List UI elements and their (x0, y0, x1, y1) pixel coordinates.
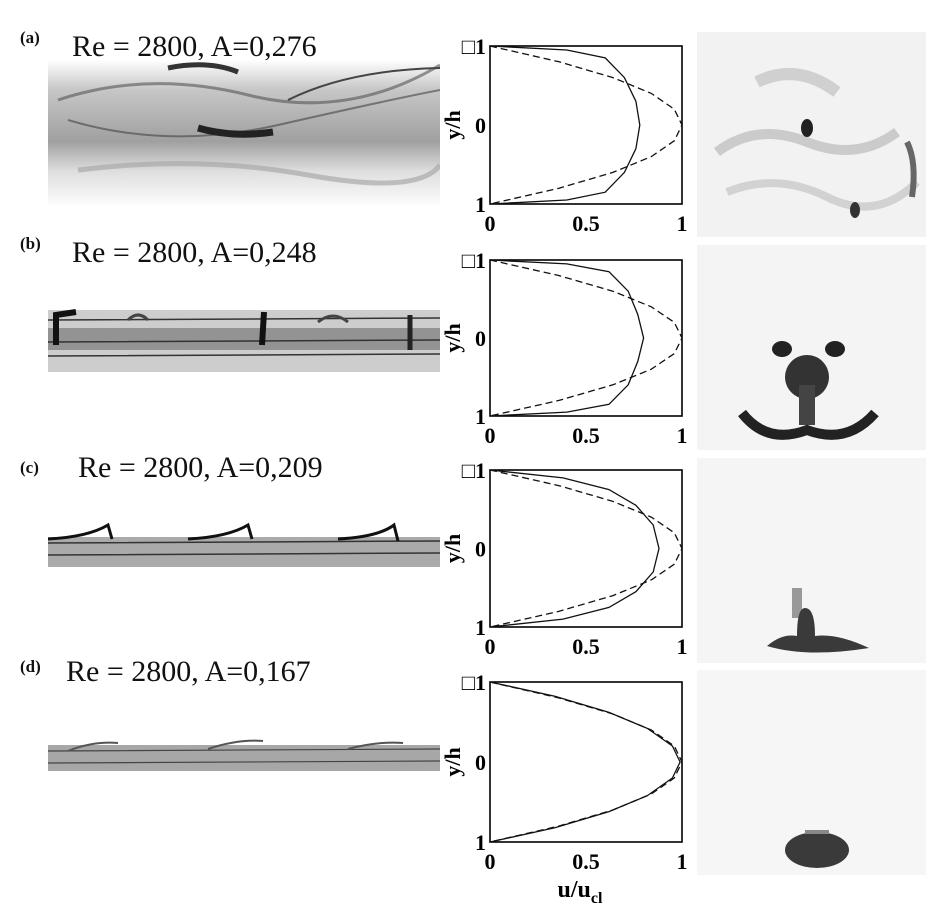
y-tick-label-d-0: □1 (462, 670, 486, 695)
y-tick-label-b-2: 1 (475, 404, 486, 429)
plot-frame-b (489, 259, 683, 417)
profile-solid-line-b (489, 259, 645, 417)
y-tick-label-d-2: 1 (475, 830, 486, 855)
panel-title-b: Re = 2800, A=0,248 (72, 236, 317, 269)
panel-title-d: Re = 2800, A=0,167 (66, 655, 311, 688)
x-tick-label-c-0: 0 (485, 634, 496, 659)
panel-letter-a: (a) (20, 28, 40, 47)
flow-image-c (48, 522, 440, 567)
x-tick-label-d-0: 0 (485, 849, 496, 874)
y-tick-label-b-1: 0 (475, 326, 486, 351)
x-tick-label-b-2: 1 (677, 423, 688, 448)
profile-dashed-line-a (489, 45, 683, 205)
x-tick-label-d-1: 0.5 (572, 849, 600, 874)
profile-dashed-line-c (489, 469, 683, 628)
y-tick-label-a-0: □1 (462, 34, 486, 59)
panel-title-a: Re = 2800, A=0,276 (72, 30, 317, 63)
x-tick-label-a-0: 0 (485, 211, 496, 236)
y-tick-label-c-0: □1 (462, 458, 486, 483)
y-tick-label-d-1: 0 (475, 750, 486, 775)
profile-solid-line-c (489, 469, 660, 628)
plot-frame-a (489, 45, 683, 205)
x-tick-label-a-1: 0.5 (572, 211, 600, 236)
x-tick-label-b-0: 0 (485, 423, 496, 448)
y-axis-label-c: y/h (440, 534, 465, 563)
profile-dashed-line-b (489, 259, 683, 417)
x-axis-label: u/ucl (558, 877, 603, 907)
y-tick-label-a-2: 1 (475, 192, 486, 217)
y-axis-label-a: y/h (440, 110, 465, 139)
x-tick-label-b-1: 0.5 (572, 423, 600, 448)
panel-title-c: Re = 2800, A=0,209 (78, 451, 323, 484)
panel-letter-b: (b) (20, 234, 41, 253)
x-tick-label-c-2: 1 (677, 634, 688, 659)
y-tick-label-c-2: 1 (475, 615, 486, 640)
cross-section-image-b (697, 245, 926, 450)
y-tick-label-a-1: 0 (475, 113, 486, 138)
y-axis-label-b: y/h (440, 323, 465, 352)
cross-section-image-a (697, 32, 926, 237)
flow-image-b (48, 309, 440, 372)
y-tick-label-b-0: □1 (462, 248, 486, 273)
cross-section-image-c (697, 458, 926, 663)
y-axis-label-d: y/h (440, 747, 465, 776)
panel-letter-d: (d) (20, 657, 41, 676)
y-tick-label-c-1: 0 (475, 537, 486, 562)
flow-image-a (48, 60, 440, 208)
x-tick-label-c-1: 0.5 (572, 634, 600, 659)
x-tick-label-d-2: 1 (677, 849, 688, 874)
plot-frame-c (489, 469, 683, 628)
cross-section-image-d (697, 670, 926, 875)
profile-solid-line-a (489, 45, 641, 205)
x-tick-label-a-2: 1 (677, 211, 688, 236)
flow-image-d (48, 739, 440, 771)
panel-letter-c: (c) (20, 458, 39, 477)
profile-dashed-line-d (489, 681, 683, 843)
